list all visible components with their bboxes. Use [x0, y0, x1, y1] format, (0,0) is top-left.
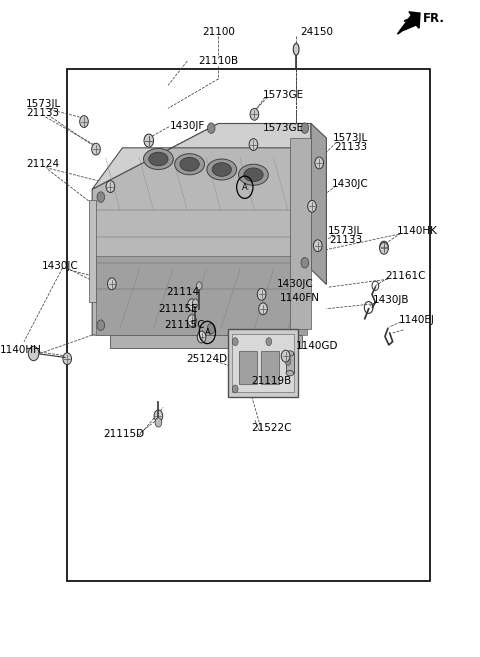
Circle shape [63, 353, 72, 365]
Bar [152, 276, 169, 328]
Ellipse shape [175, 154, 204, 175]
Bar [183, 276, 201, 328]
Text: 21133: 21133 [334, 142, 367, 152]
Text: 21133: 21133 [329, 235, 362, 246]
Polygon shape [311, 124, 326, 284]
Circle shape [28, 346, 39, 361]
Circle shape [97, 192, 105, 202]
Text: 1573JL: 1573JL [333, 133, 368, 143]
Circle shape [313, 240, 322, 252]
Circle shape [380, 241, 388, 253]
Text: 1140GD: 1140GD [296, 341, 338, 351]
Circle shape [192, 299, 198, 307]
Text: 24150: 24150 [300, 26, 333, 37]
Ellipse shape [180, 158, 199, 171]
Circle shape [301, 258, 309, 268]
Circle shape [97, 320, 105, 330]
Bar [67, 69, 430, 581]
Circle shape [315, 157, 324, 169]
Text: 21115D: 21115D [103, 428, 144, 439]
Ellipse shape [286, 351, 294, 356]
Circle shape [144, 134, 154, 147]
Circle shape [155, 418, 162, 427]
Text: 21161C: 21161C [385, 271, 426, 281]
Bar [261, 351, 279, 384]
Text: 21522C: 21522C [251, 423, 291, 434]
Circle shape [257, 288, 266, 300]
Text: 21100: 21100 [202, 26, 235, 37]
Text: 1430JF: 1430JF [169, 121, 205, 131]
Bar [228, 328, 298, 397]
Text: 1140EJ: 1140EJ [399, 315, 434, 325]
Text: 21133: 21133 [26, 108, 60, 118]
Ellipse shape [286, 371, 294, 376]
Polygon shape [92, 124, 311, 335]
Circle shape [250, 108, 259, 120]
Text: 1430JC: 1430JC [277, 279, 313, 289]
Circle shape [106, 181, 115, 193]
Text: 1573GE: 1573GE [263, 90, 304, 101]
Ellipse shape [212, 163, 231, 176]
Text: 21114: 21114 [166, 287, 199, 298]
Circle shape [207, 323, 215, 334]
Bar [232, 334, 294, 392]
Ellipse shape [207, 159, 237, 180]
Circle shape [154, 410, 163, 422]
Circle shape [207, 123, 215, 133]
Circle shape [249, 139, 258, 150]
Bar [246, 276, 263, 328]
Text: A: A [242, 183, 248, 192]
Circle shape [380, 242, 388, 254]
Circle shape [308, 200, 316, 212]
Polygon shape [397, 12, 420, 34]
Text: 1140HK: 1140HK [397, 226, 438, 237]
Circle shape [301, 123, 309, 133]
Circle shape [197, 331, 206, 343]
Circle shape [285, 357, 291, 365]
Bar [121, 276, 138, 328]
Text: 1573JL: 1573JL [25, 99, 61, 109]
Text: 1573JL: 1573JL [328, 226, 363, 237]
Text: 1573GE: 1573GE [263, 123, 304, 133]
Text: 21115C: 21115C [165, 320, 205, 330]
Text: A: A [204, 328, 210, 337]
Polygon shape [92, 124, 311, 189]
Bar [290, 138, 311, 328]
Ellipse shape [293, 43, 299, 55]
Circle shape [196, 282, 202, 290]
Text: 1430JC: 1430JC [42, 261, 78, 271]
Ellipse shape [244, 168, 263, 181]
Polygon shape [110, 335, 302, 348]
Circle shape [108, 278, 116, 290]
Circle shape [80, 116, 88, 127]
Text: 21124: 21124 [26, 159, 60, 170]
Ellipse shape [144, 148, 173, 170]
Bar [286, 353, 294, 373]
Text: 1430JC: 1430JC [332, 179, 369, 189]
Circle shape [232, 338, 238, 346]
Text: 1140HH: 1140HH [0, 344, 42, 355]
Text: 21115E: 21115E [158, 304, 197, 314]
Bar [89, 200, 96, 302]
Text: 1430JB: 1430JB [373, 295, 409, 306]
Circle shape [281, 350, 290, 362]
Circle shape [259, 303, 267, 315]
Text: 25124D: 25124D [186, 354, 227, 365]
Ellipse shape [239, 164, 268, 185]
Circle shape [144, 135, 153, 147]
Circle shape [188, 315, 196, 327]
Text: 21110B: 21110B [198, 56, 239, 66]
Bar [96, 256, 307, 335]
Circle shape [266, 338, 272, 346]
Bar [239, 351, 257, 384]
Circle shape [92, 143, 100, 155]
Text: FR.: FR. [422, 12, 444, 25]
Ellipse shape [149, 152, 168, 166]
Circle shape [232, 385, 238, 393]
Bar [215, 276, 232, 328]
Text: 21119B: 21119B [251, 376, 291, 386]
Circle shape [188, 299, 196, 311]
Text: 1140FN: 1140FN [280, 292, 320, 303]
